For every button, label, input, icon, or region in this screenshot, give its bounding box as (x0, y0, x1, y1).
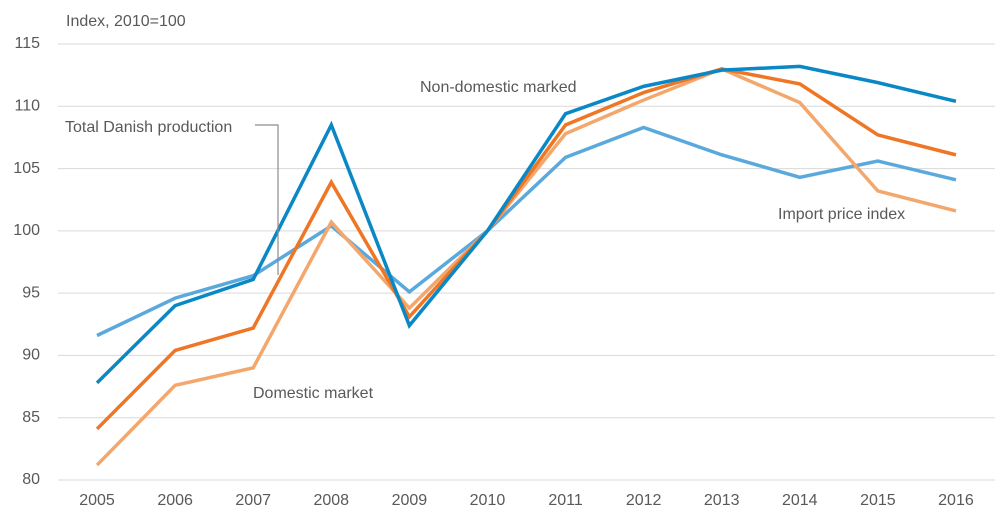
y-tick-label: 115 (14, 35, 40, 52)
leader-line (255, 124, 279, 275)
series-label: Total Danish production (65, 119, 232, 136)
x-tick-label: 2011 (548, 492, 583, 509)
y-tick-label: 80 (22, 471, 40, 488)
series-label: Non-domestic marked (420, 79, 577, 96)
x-tick-label: 2012 (626, 492, 662, 509)
x-tick-label: 2005 (79, 492, 115, 509)
y-tick-label: 95 (22, 284, 40, 301)
x-tick-label: 2008 (313, 492, 349, 509)
y-tick-label: 105 (13, 160, 40, 177)
y-tick-label: 110 (14, 98, 40, 115)
x-tick-label: 2013 (704, 492, 740, 509)
series-line (95, 67, 957, 431)
series-label: Import price index (778, 206, 905, 223)
x-tick-label: 2016 (938, 492, 974, 509)
y-tick-label: 90 (22, 347, 40, 364)
x-tick-label: 2006 (157, 492, 193, 509)
x-tick-label: 2015 (860, 492, 896, 509)
y-tick-label: 85 (22, 409, 40, 426)
x-tick-label: 2007 (235, 492, 271, 509)
x-tick-label: 2014 (782, 492, 818, 509)
x-tick-label: 2009 (392, 492, 428, 509)
series-line (96, 125, 957, 338)
y-axis-label: Index, 2010=100 (66, 13, 186, 30)
series-label: Domestic market (253, 385, 374, 402)
y-tick-label: 100 (13, 222, 40, 239)
series-line (95, 67, 957, 467)
series-line (95, 64, 957, 385)
x-tick-label: 2010 (470, 492, 506, 509)
